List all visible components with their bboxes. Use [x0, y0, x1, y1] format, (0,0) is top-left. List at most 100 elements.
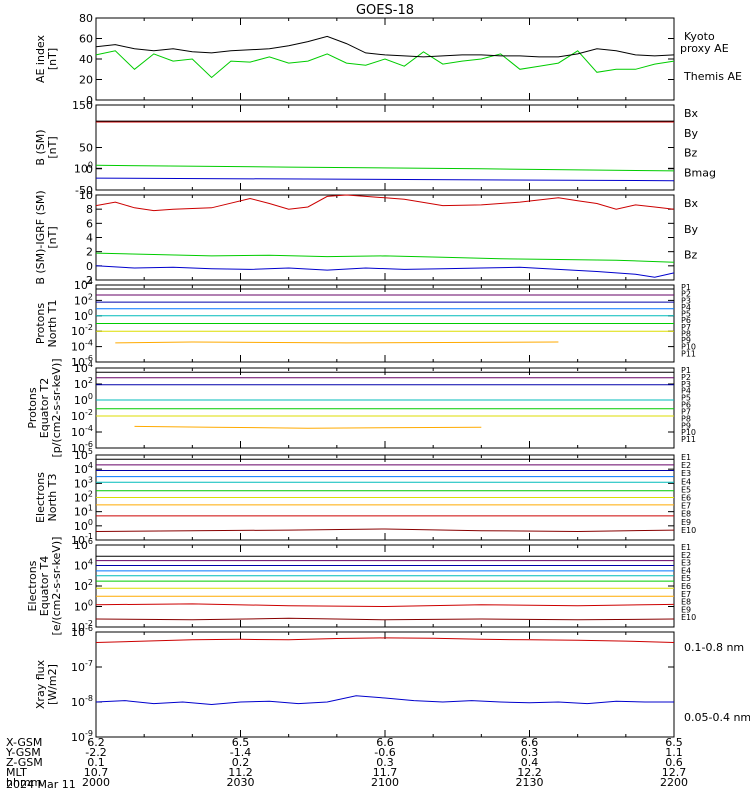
legend-entry: E8 — [681, 598, 691, 607]
orbit-row-label: X-GSM — [6, 736, 42, 749]
orbit-cell: 2000 — [82, 776, 110, 789]
y-tick-label: 6 — [86, 217, 93, 230]
orbit-cell: -2.2 — [85, 746, 106, 759]
y-axis-label: Electrons — [34, 472, 47, 523]
orbit-cell: 6.2 — [87, 736, 105, 749]
figure-title: GOES-18 — [356, 3, 414, 18]
y-tick-label: 100 — [74, 599, 93, 614]
legend-entry: P10 — [681, 343, 696, 352]
orbit-cell: -0.6 — [374, 746, 395, 759]
orbit-cell: 0.3 — [376, 756, 394, 769]
y-axis-label: Equator T2 — [38, 378, 51, 438]
y-tick-label: 10-4 — [71, 339, 93, 354]
y-axis-label: Protons — [26, 387, 39, 428]
y-axis-label: B (SM) — [34, 129, 47, 165]
y-tick-label: 100 — [74, 518, 93, 533]
y-tick-label: 10-1 — [71, 532, 93, 547]
legend-entry: E9 — [681, 518, 691, 527]
orbit-cell: 6.6 — [521, 736, 539, 749]
orbit-cell: 12.2 — [517, 766, 542, 779]
orbit-row-label: hhmm — [6, 776, 41, 789]
panel-frame — [95, 367, 675, 449]
legend-entry: P11 — [681, 435, 696, 444]
series-line-E9 — [95, 603, 675, 608]
legend-entry: E1 — [681, 453, 691, 462]
y-tick-label: 10-2 — [71, 323, 93, 338]
legend-entry: E4 — [681, 477, 691, 486]
y-axis-label: [nT] — [46, 226, 59, 248]
legend-entry: P4 — [681, 387, 691, 396]
y-tick-label: 106 — [74, 537, 93, 552]
y-tick-label: 102 — [74, 376, 93, 391]
y-axis-label: [nT] — [46, 48, 59, 70]
y-tick-label: 104 — [74, 461, 93, 476]
y-axis-label: North T1 — [46, 300, 59, 348]
legend-entry: E5 — [681, 574, 691, 583]
orbit-cell: 11.7 — [373, 766, 398, 779]
y-tick-label: 103 — [74, 475, 93, 490]
y-tick-label: 10-6 — [71, 624, 93, 639]
legend-entry: E5 — [681, 485, 691, 494]
panel-frame — [95, 631, 675, 738]
y-tick-label: 104 — [74, 558, 93, 573]
y-tick-label: 50 — [79, 142, 93, 155]
legend-entry: E9 — [681, 605, 691, 614]
series-line-Themis AE — [95, 35, 675, 58]
legend-entry: E10 — [681, 613, 696, 622]
legend-entry: By — [684, 127, 699, 140]
legend-entry: P8 — [681, 414, 691, 423]
y-tick-label: -2 — [82, 274, 93, 287]
legend-entry: P3 — [681, 380, 691, 389]
legend-entry: Themis AE — [683, 70, 742, 83]
orbit-cell: 2030 — [227, 776, 255, 789]
legend-entry: Bz — [684, 249, 698, 262]
y-tick-label: 10-8 — [71, 694, 93, 709]
orbit-cell: 6.6 — [376, 736, 394, 749]
panel-7: 10-2 100 102 104 106 Electrons Equator T4 [e/(c… — [26, 537, 696, 636]
series-line-0.1-0.8 nm — [95, 637, 675, 643]
y-tick-label: 102 — [74, 292, 93, 307]
y-tick-label: 100 — [74, 160, 93, 175]
legend-entry: Bx — [684, 107, 699, 120]
orbit-cell: 2130 — [516, 776, 544, 789]
series-line-By — [95, 164, 675, 172]
legend-entry: 0.1-0.8 nm — [684, 641, 744, 654]
legend-entry: P5 — [681, 394, 691, 403]
orbit-cell: 6.5 — [665, 736, 683, 749]
legend-entry: E3 — [681, 559, 691, 568]
legend-entry: Bz — [684, 147, 698, 160]
y-tick-label: 101 — [74, 504, 93, 519]
y-tick-label: 10-6 — [71, 354, 93, 369]
y-tick-label: 0 — [86, 260, 93, 273]
legend-entry: E1 — [681, 543, 691, 552]
y-tick-label: 10 — [79, 189, 93, 202]
legend-entry: E2 — [681, 551, 691, 560]
legend-entry: P8 — [681, 329, 691, 338]
y-tick-label: 0 — [86, 163, 93, 176]
legend-entry: P11 — [681, 349, 696, 358]
legend-entry: P4 — [681, 303, 691, 312]
y-tick-label: 104 — [74, 360, 93, 375]
legend-entry: P9 — [681, 336, 691, 345]
y-tick-label: 104 — [74, 277, 93, 292]
legend-entry: E6 — [681, 582, 691, 591]
series-line-P8 — [115, 341, 559, 344]
y-axis-label: Equator T4 — [38, 556, 51, 616]
y-axis-label: Xray flux — [34, 659, 47, 709]
orbit-cell: 10.7 — [84, 766, 109, 779]
y-tick-label: 10-9 — [71, 729, 93, 744]
series-line-Bx — [95, 177, 675, 182]
orbit-cell: 0.2 — [232, 756, 250, 769]
series-line-Bx — [95, 265, 675, 278]
panel-8: 10-9 10-8 10-7 10-6 Xray flux [W/m2] 0.1-0.8 n… — [34, 624, 750, 744]
y-axis-label: North T3 — [46, 474, 59, 522]
orbit-cell: 11.2 — [228, 766, 253, 779]
y-tick-label: 10-6 — [71, 440, 93, 455]
legend-entry: E6 — [681, 494, 691, 503]
orbit-cell: 0.4 — [521, 756, 539, 769]
series-line-0.05-0.4 nm — [95, 695, 674, 706]
